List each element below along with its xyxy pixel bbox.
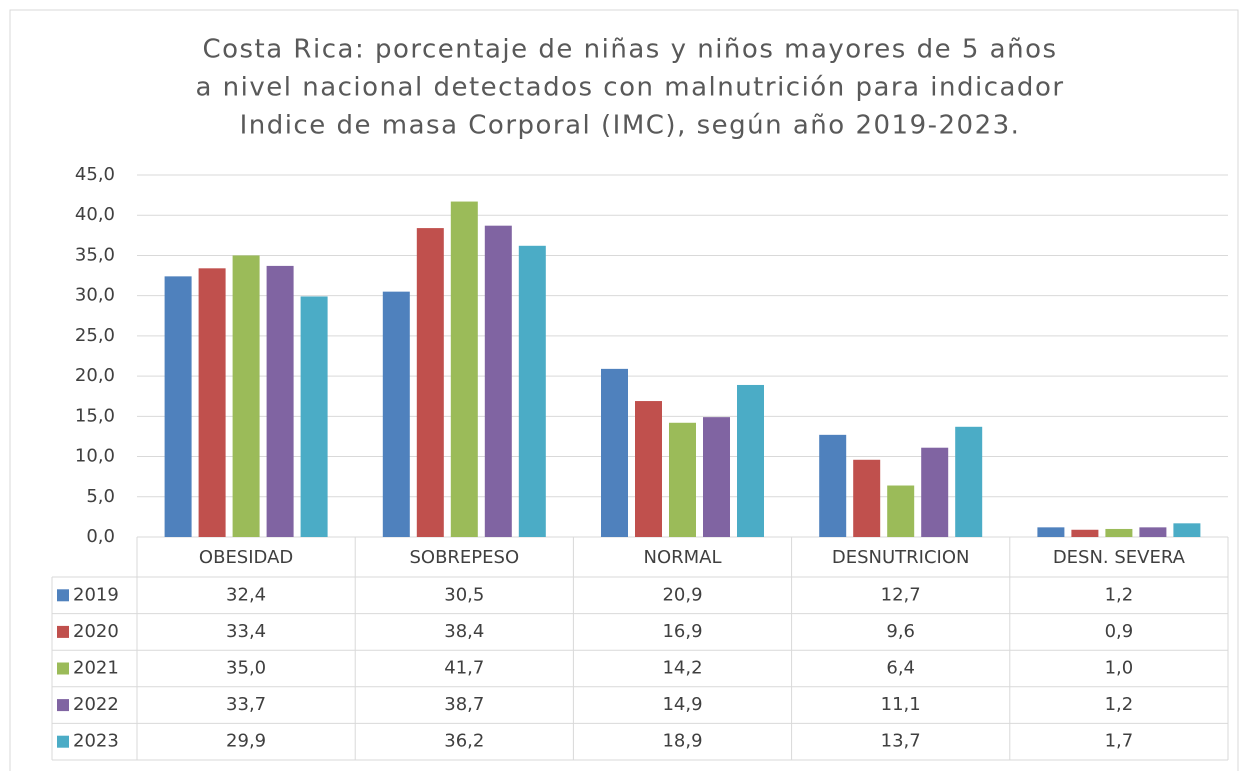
y-tick-label: 30,0 — [75, 285, 115, 306]
chart-border — [9, 9, 1239, 776]
x-tick-label: DESN. SEVERA — [1053, 547, 1186, 568]
table-value: 13,7 — [881, 731, 921, 752]
table-value: 29,9 — [226, 731, 266, 752]
legend-swatch — [57, 699, 69, 712]
bar — [737, 384, 764, 537]
bar — [955, 426, 983, 537]
bar — [853, 459, 881, 537]
y-tick-label: 0,0 — [86, 526, 115, 547]
table-value: 38,7 — [444, 694, 484, 715]
table-value: 35,0 — [226, 658, 266, 679]
bar — [1037, 527, 1065, 537]
bar — [416, 228, 444, 538]
table-value: 1,0 — [1105, 658, 1134, 679]
legend-swatch — [57, 625, 69, 638]
bar — [232, 255, 260, 537]
bar — [1139, 527, 1167, 537]
legend-label: 2023 — [73, 731, 119, 752]
table-value: 0,9 — [1105, 621, 1134, 642]
bar — [703, 417, 730, 537]
chart-title: Indice de masa Corporal (IMC), según año… — [240, 111, 1021, 141]
chart-title: a nivel nacional detectados con malnutri… — [195, 73, 1064, 103]
table-value: 33,4 — [226, 621, 266, 642]
x-tick-label: SOBREPESO — [409, 547, 519, 568]
table-value: 6,4 — [886, 658, 915, 679]
bar — [266, 265, 294, 537]
y-tick-label: 5,0 — [86, 486, 115, 507]
bar — [601, 368, 628, 537]
bar — [921, 447, 949, 537]
table-value: 18,9 — [662, 731, 702, 752]
legend-swatch — [57, 662, 69, 675]
table-value: 32,4 — [226, 584, 266, 605]
bar — [887, 485, 915, 537]
table-value: 14,2 — [662, 658, 702, 679]
bar — [300, 296, 328, 537]
y-tick-label: 15,0 — [75, 405, 115, 426]
legend-label: 2020 — [73, 621, 119, 642]
table-value: 1,7 — [1105, 731, 1134, 752]
y-tick-label: 40,0 — [75, 204, 115, 225]
table-value: 1,2 — [1105, 584, 1134, 605]
bar — [669, 422, 696, 537]
bar — [1173, 523, 1201, 537]
table-value: 14,9 — [662, 694, 702, 715]
bar — [1071, 529, 1099, 537]
bar — [484, 225, 512, 537]
table-value: 20,9 — [662, 584, 702, 605]
chart-title: Costa Rica: porcentaje de niñas y niños … — [202, 35, 1057, 65]
x-tick-label: DESNUTRICION — [832, 547, 970, 568]
legend-swatch — [57, 589, 69, 602]
y-tick-label: 45,0 — [75, 164, 115, 185]
legend-label: 2022 — [73, 694, 119, 715]
y-tick-label: 25,0 — [75, 325, 115, 346]
bar — [635, 401, 662, 537]
bar — [1105, 528, 1133, 537]
bar — [518, 245, 546, 537]
x-tick-label: NORMAL — [643, 547, 721, 568]
y-tick-label: 20,0 — [75, 365, 115, 386]
bar — [198, 268, 226, 537]
legend-label: 2019 — [73, 584, 119, 605]
bar — [164, 276, 192, 537]
x-tick-label: OBESIDAD — [199, 547, 293, 568]
bar — [819, 434, 847, 537]
table-value: 41,7 — [444, 658, 484, 679]
table-value: 38,4 — [444, 621, 484, 642]
y-tick-label: 10,0 — [75, 446, 115, 467]
table-value: 1,2 — [1105, 694, 1134, 715]
legend-label: 2021 — [73, 658, 119, 679]
table-value: 11,1 — [881, 694, 921, 715]
table-value: 36,2 — [444, 731, 484, 752]
table-value: 33,7 — [226, 694, 266, 715]
bar — [382, 291, 410, 537]
table-value: 9,6 — [886, 621, 915, 642]
table-value: 12,7 — [881, 584, 921, 605]
legend-swatch — [57, 735, 69, 748]
table-value: 30,5 — [444, 584, 484, 605]
y-tick-label: 35,0 — [75, 244, 115, 265]
bar — [450, 201, 478, 537]
table-value: 16,9 — [662, 621, 702, 642]
